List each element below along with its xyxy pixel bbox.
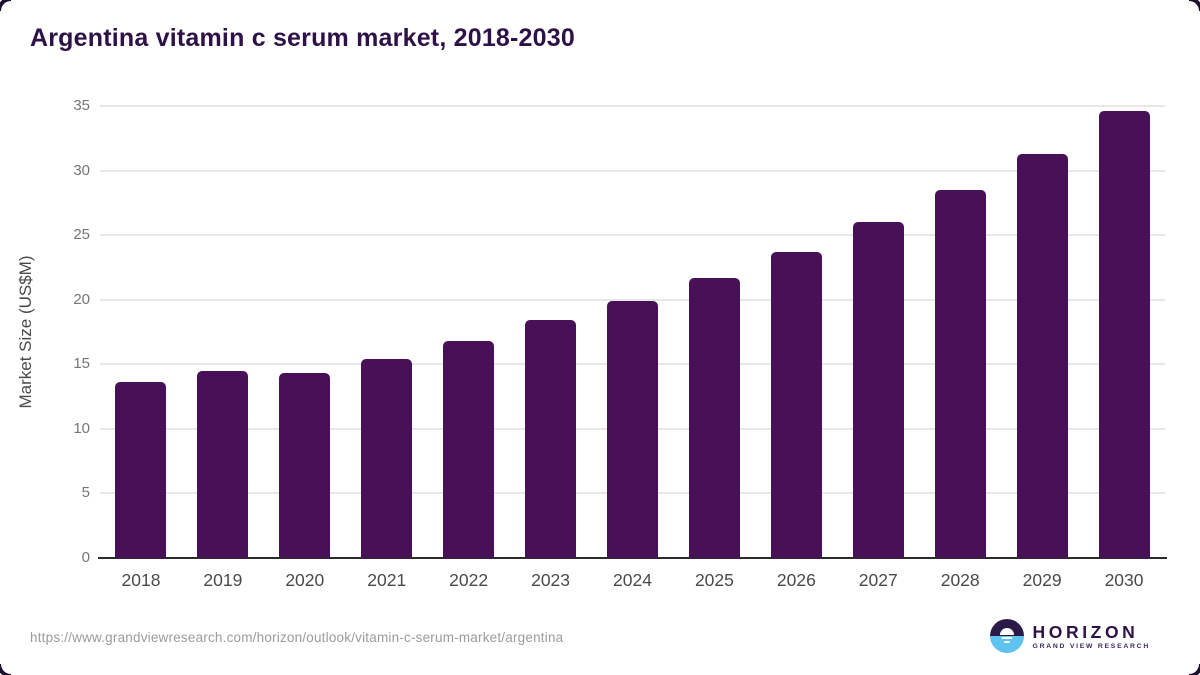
x-tick-label-2018: 2018 xyxy=(121,570,161,590)
y-tick-label-15: 15 xyxy=(73,355,90,373)
x-tick-label-2022: 2022 xyxy=(449,570,489,590)
bar-2024 xyxy=(607,301,658,558)
water-ripple-glyph xyxy=(1001,637,1013,639)
horizon-logo: HORIZON GRAND VIEW RESEARCH xyxy=(989,619,1150,653)
bar-2027 xyxy=(852,222,904,558)
bar-2019 xyxy=(197,370,249,558)
x-tick-label-2021: 2021 xyxy=(367,570,407,590)
bar-2018 xyxy=(115,382,167,558)
bar-2020 xyxy=(279,373,331,558)
water-ripple-glyph xyxy=(1003,641,1010,643)
logo-subtitle: GRAND VIEW RESEARCH xyxy=(1032,642,1150,650)
y-tick-label-30: 30 xyxy=(73,161,90,179)
plot-area: 0 5 10 15 20 25 30 35 2018 2019 2020 2021 2022 2023 20… xyxy=(73,98,1167,590)
source-url: https://www.grandviewresearch.com/horizo… xyxy=(30,630,564,645)
x-tick-label-2025: 2025 xyxy=(694,570,734,590)
x-tick-label-2026: 2026 xyxy=(776,570,816,590)
sun-glyph xyxy=(999,628,1014,635)
bar-2025 xyxy=(688,277,740,558)
x-tick-label-2023: 2023 xyxy=(531,570,571,590)
x-tick-label-2024: 2024 xyxy=(613,570,652,590)
bar-2023 xyxy=(525,320,577,558)
y-tick-label-35: 35 xyxy=(73,97,90,114)
bar-2028 xyxy=(934,189,986,558)
y-tick-label-10: 10 xyxy=(73,419,90,437)
x-tick-label-2028: 2028 xyxy=(940,570,980,590)
bar-2022 xyxy=(443,341,495,558)
y-tick-label-0: 0 xyxy=(81,549,90,566)
sunset-over-water-icon xyxy=(989,619,1024,653)
x-tick-label-2027: 2027 xyxy=(858,570,898,590)
gridline-y-20 xyxy=(100,298,1165,301)
y-tick-label-5: 5 xyxy=(81,484,90,502)
logo-brand: HORIZON xyxy=(1032,621,1139,642)
y-tick-label-20: 20 xyxy=(73,290,90,308)
x-axis-line xyxy=(98,557,1167,559)
card-corner-decoration xyxy=(0,664,11,675)
y-axis-title: Market Size (US$M) xyxy=(16,255,35,409)
bar-2021 xyxy=(361,359,413,558)
bar-2029 xyxy=(1016,153,1068,558)
y-tick-label-25: 25 xyxy=(73,226,90,244)
bar-2026 xyxy=(770,251,822,558)
x-tick-label-2029: 2029 xyxy=(1022,570,1062,590)
gridline-y-25 xyxy=(100,234,1165,237)
card-corner-decoration xyxy=(0,0,11,11)
x-tick-label-2030: 2030 xyxy=(1104,570,1144,590)
gridline-y-35 xyxy=(100,105,1165,107)
card-corner-decoration xyxy=(1189,664,1200,675)
bar-2030 xyxy=(1098,111,1150,558)
chart-title: Argentina vitamin c serum market, 2018-2… xyxy=(30,24,575,52)
logo-text: HORIZON GRAND VIEW RESEARCH xyxy=(1033,623,1150,650)
gridline-y-30 xyxy=(100,169,1165,172)
x-tick-label-2019: 2019 xyxy=(203,570,243,590)
x-tick-label-2020: 2020 xyxy=(285,570,325,590)
card-corner-decoration xyxy=(1189,0,1200,11)
